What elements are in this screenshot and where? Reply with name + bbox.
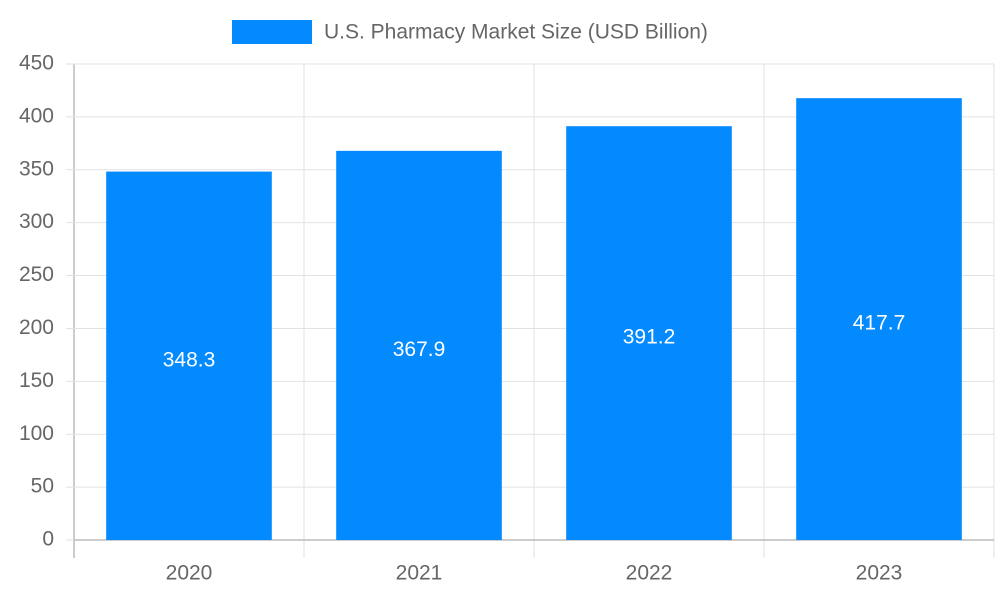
y-tick-label: 400 [19, 104, 54, 127]
data-label: 367.9 [393, 338, 446, 361]
x-tick-label: 2022 [626, 562, 673, 585]
x-tick-label: 2021 [396, 562, 443, 585]
x-tick-label: 2023 [856, 562, 903, 585]
bar [106, 171, 272, 541]
y-tick-label: 450 [19, 52, 54, 75]
y-tick-label: 350 [19, 157, 54, 180]
data-label: 391.2 [623, 326, 676, 349]
legend-label: U.S. Pharmacy Market Size (USD Billion) [324, 21, 708, 44]
y-tick-label: 200 [19, 316, 54, 339]
bar [336, 150, 502, 540]
y-tick-label: 100 [19, 422, 54, 445]
y-tick-label: 50 [31, 475, 54, 498]
y-tick-label: 150 [19, 369, 54, 392]
x-tick-label: 2020 [166, 562, 213, 585]
legend-swatch [232, 20, 312, 44]
data-label: 348.3 [163, 348, 216, 371]
y-tick-label: 0 [42, 528, 54, 551]
bar [796, 98, 962, 540]
data-label: 417.7 [853, 312, 906, 335]
y-tick-label: 250 [19, 263, 54, 286]
y-tick-label: 300 [19, 210, 54, 233]
bar [566, 126, 732, 541]
